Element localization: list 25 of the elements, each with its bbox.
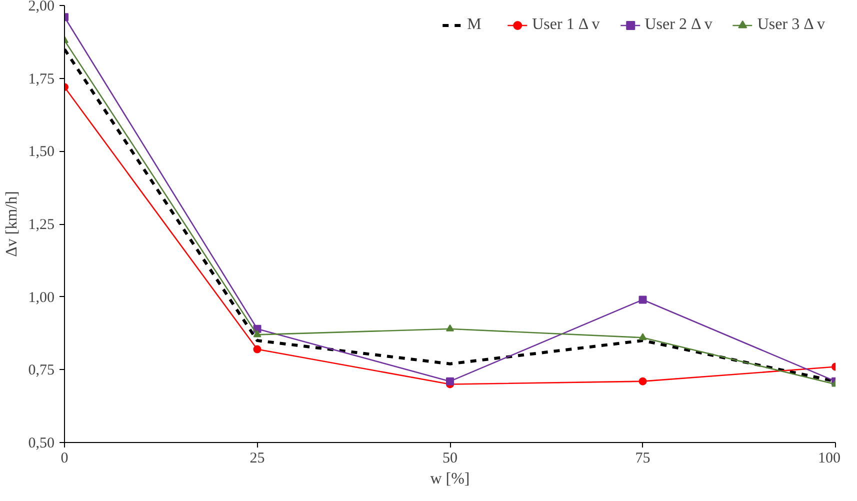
- y-axis-title: Δv [km/h]: [3, 191, 20, 257]
- y-tick-label: 2,00: [28, 0, 54, 14]
- y-tick-label: 1,50: [28, 144, 54, 160]
- point: [638, 296, 647, 304]
- point: [253, 345, 262, 354]
- point: [446, 324, 454, 332]
- x-tick-label: 100: [818, 450, 840, 466]
- point: [446, 377, 454, 386]
- y-tick-label: 1,75: [28, 71, 54, 88]
- point: [253, 330, 262, 338]
- y-tick-label: 0,50: [28, 436, 54, 452]
- point: [638, 333, 647, 340]
- x-tick-label: 75: [635, 450, 650, 466]
- x-tick-label: 0: [60, 450, 68, 466]
- y-tick-label: 1,00: [28, 290, 54, 306]
- legend-label: User 1 Δ v: [532, 16, 600, 34]
- y-tick-label: 0,75: [28, 362, 54, 379]
- y-tick-label: 1,25: [28, 217, 54, 233]
- point: [638, 377, 647, 386]
- x-axis-title: w [%]: [430, 470, 470, 488]
- legend-label: M: [467, 16, 482, 34]
- legend-label: User 2 Δ v: [644, 16, 712, 34]
- x-tick-label: 25: [250, 450, 265, 466]
- x-tick-label: 50: [442, 450, 458, 466]
- legend-label: User 3 Δ v: [757, 16, 825, 34]
